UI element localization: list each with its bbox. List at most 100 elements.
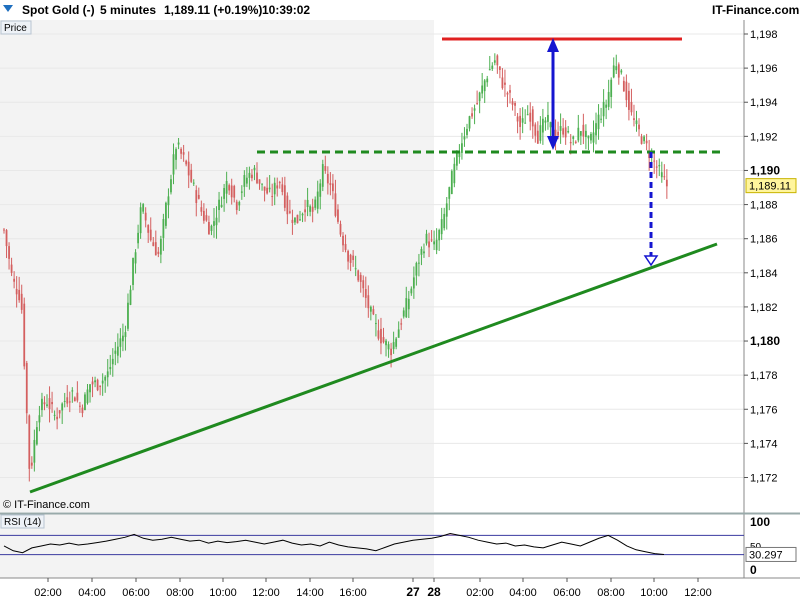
candle-body [266,187,269,194]
candle-body [539,125,542,141]
candle-body [587,135,590,139]
candle-body [665,179,668,187]
candle-body [124,332,127,338]
candle-body [142,204,145,212]
candle-body [30,462,33,466]
current-price-tag [745,178,797,194]
candle-body [554,129,557,141]
candle-body [104,376,107,381]
rsi-value-label: 30.297 [749,549,783,561]
candle-body [390,348,392,356]
candle-body [200,207,203,212]
candle-body [33,439,36,463]
candle-body [111,358,114,365]
candle-body [25,363,28,414]
candle-body [380,328,382,344]
candle-body [410,288,413,294]
candle-body [240,191,243,193]
candle-body [506,92,509,95]
candle-body [258,179,261,184]
candle-body [326,173,329,184]
candle-body [157,251,160,254]
price-label-box [0,20,32,35]
candle-body [610,79,613,97]
rsi-panel-label: RSI (14) [4,517,41,528]
candle-body [332,183,334,192]
candle-body [291,219,294,224]
candle-body [139,207,142,234]
candle-body [577,127,580,141]
y-tick-label-0: 1,172 [750,473,778,485]
candle-body [13,278,16,282]
candle-body [56,416,59,420]
candle-body [94,380,96,383]
candle-body [91,381,94,385]
chart-header: Spot Gold (-) 5 minutes 1,189.11 (+0.19%… [0,0,800,20]
candle-body [76,392,79,401]
rsi-session-shade [0,514,434,578]
candle-body [529,112,532,122]
candle-body [342,235,344,246]
x-tick-label-0: 02:00 [34,587,62,599]
candle-body [165,202,167,226]
candle-body [450,171,453,195]
candle-body [344,243,347,250]
candle-body [182,152,185,155]
candle-body [349,254,352,263]
session-shade [0,20,434,512]
candle-body [607,91,610,107]
candle-body [233,185,236,198]
candle-body [321,164,324,187]
candle-body [645,140,648,144]
candle-body [643,136,645,142]
candle-body [235,201,238,211]
candle-body [557,131,559,136]
candle-body [369,306,372,312]
candle-body [89,384,91,393]
candle-body [38,415,41,423]
candle-body [620,70,623,73]
candle-body [498,66,501,70]
axis-bg [744,20,800,578]
candle-body [600,118,602,120]
candle-body [526,114,529,116]
candle-body [63,400,66,402]
candle-body [134,252,137,264]
candle-body [73,397,76,402]
candle-body [367,295,370,309]
candle-body [592,132,595,143]
x-tick-label-14: 10:00 [640,587,668,599]
candle-body [562,128,565,135]
candle-body [476,103,479,105]
candle-body [501,77,504,89]
candle-body [640,136,643,144]
candle-body [288,211,291,213]
x-tick-label-6: 14:00 [296,587,324,599]
candle-body [122,335,124,342]
x-tick-label-4: 10:00 [209,587,237,599]
x-tick-label-3: 08:00 [166,587,194,599]
candle-body [68,401,71,403]
candle-body [648,150,651,159]
y-tick-label-2: 1,176 [750,404,778,416]
candle-body [579,131,582,136]
candle-body [559,126,562,131]
candle-body [364,288,367,298]
candle-body [251,174,253,179]
candle-body [99,385,102,388]
candle-body [10,264,13,273]
candle-body [488,69,491,71]
current-price-label: 1,189.11 [749,181,791,193]
candle-body [5,230,8,247]
y-tick-label-5: 1,182 [750,302,778,314]
candle-body [114,350,117,354]
y-tick-label-12: 1,196 [750,63,778,75]
candle-body [3,229,5,231]
candle-body [655,166,658,168]
candle-body [347,250,349,262]
candle-body [79,405,81,407]
collapse-arrow-icon[interactable] [0,0,16,18]
candle-body [8,246,10,259]
candle-body [172,154,175,175]
